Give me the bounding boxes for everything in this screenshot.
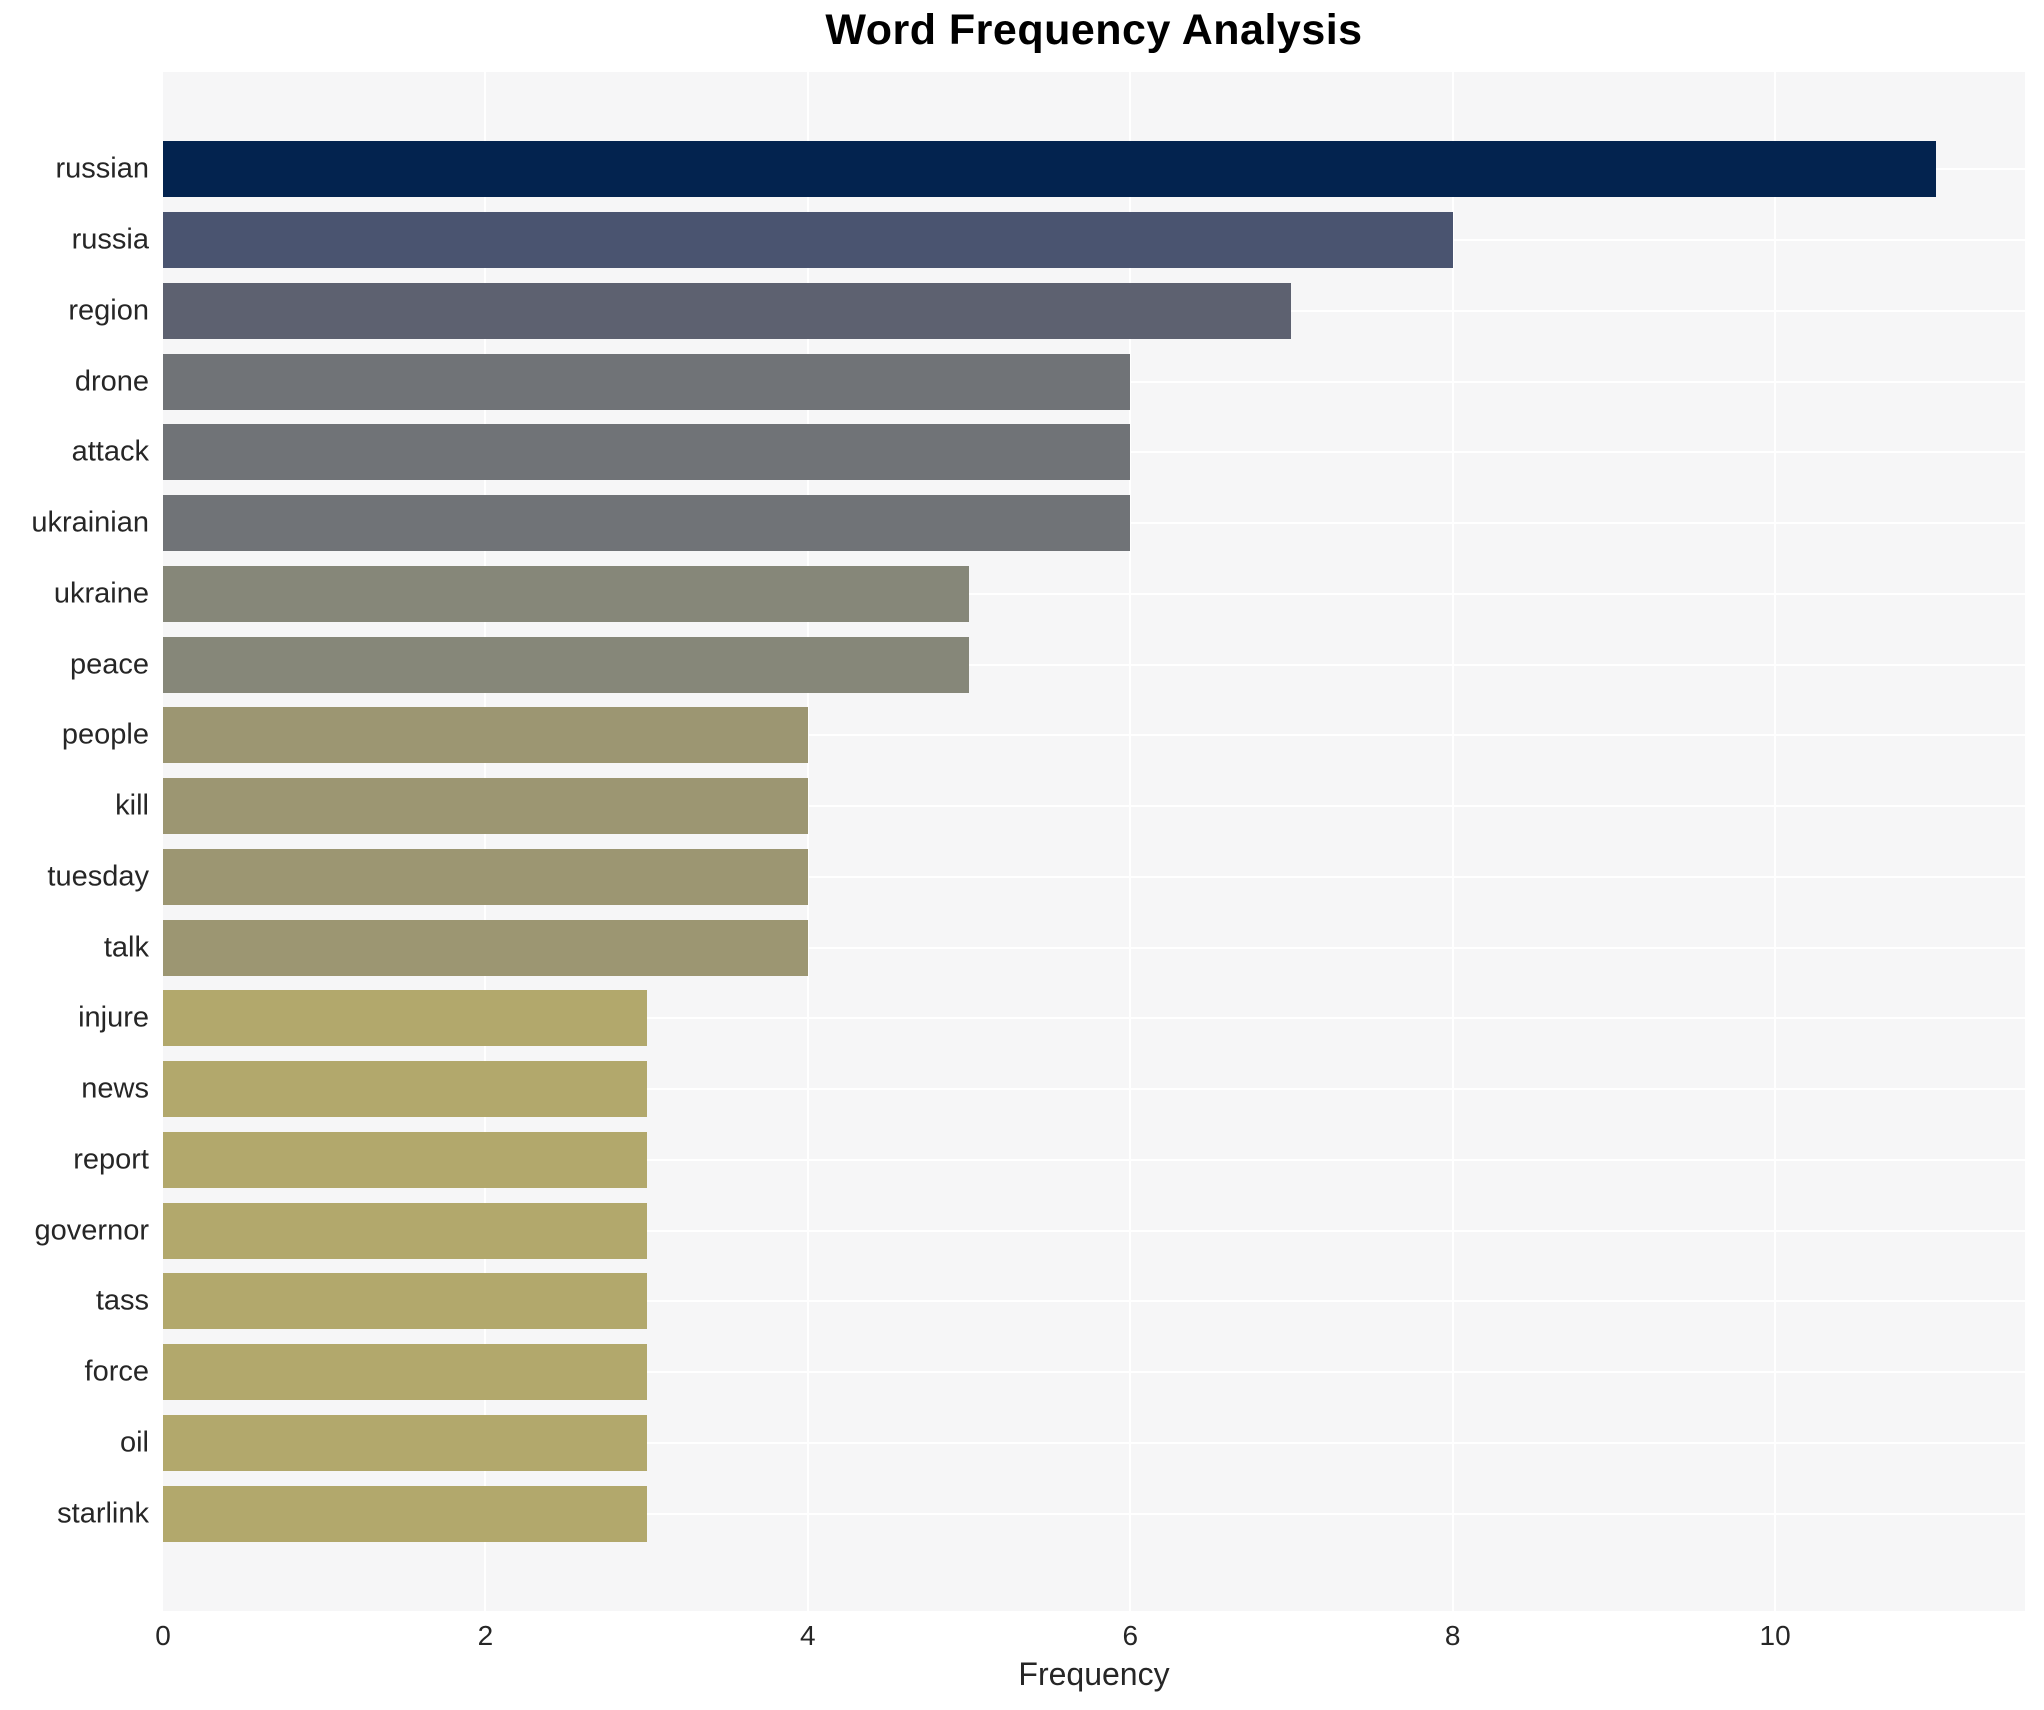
vertical-gridline [1129, 72, 1132, 1611]
y-tick-label: governor [34, 1214, 149, 1247]
bar-row: russia [72, 205, 2025, 276]
x-axis-label: Frequency [1018, 1656, 1170, 1692]
vertical-gridline [1774, 72, 1777, 1611]
x-tick-label: 2 [477, 1620, 494, 1651]
bar-starlink [163, 1485, 647, 1542]
bar-attack [163, 424, 1131, 481]
vertical-gridline [1451, 72, 1454, 1611]
horizontal-gridline [163, 1017, 2025, 1020]
y-tick-label: starlink [57, 1497, 149, 1530]
x-tick-label: 0 [155, 1620, 171, 1651]
y-tick-label: force [84, 1355, 149, 1388]
bar-force [163, 1344, 647, 1401]
x-tick-label: 10 [1759, 1620, 1791, 1651]
y-tick-label: ukraine [53, 577, 149, 610]
y-tick-label: russian [55, 152, 150, 185]
bar-russian [163, 141, 1937, 198]
bar-row: tass [96, 1266, 2025, 1337]
horizontal-gridline [163, 1371, 2025, 1374]
bar-tuesday [163, 848, 808, 905]
y-tick-label: talk [103, 931, 149, 964]
y-tick-label: peace [69, 648, 149, 681]
bar-row: news [81, 1054, 2025, 1125]
bar-ukrainian [163, 495, 1131, 552]
plot-area: russian russia region drone attack ukrainian u… [31, 72, 2025, 1611]
bar-row: region [68, 276, 2025, 347]
horizontal-gridline [163, 805, 2025, 808]
bar-row: ukraine [54, 559, 2025, 630]
y-tick-label: attack [71, 435, 149, 468]
bar-row: report [73, 1125, 2025, 1196]
bar-row: drone [75, 346, 2025, 417]
bar-oil [163, 1414, 647, 1471]
bar-row: kill [115, 771, 2025, 842]
bar-peace [163, 636, 970, 693]
y-tick-label: tuesday [47, 860, 149, 893]
bar-russia [163, 212, 1453, 269]
y-tick-label: people [61, 718, 149, 751]
x-axis-ticks: 0 2 4 6 8 10 [155, 1620, 2025, 1656]
bar-row: people [62, 700, 2025, 771]
bar-region [163, 282, 1292, 339]
bar-row: oil [120, 1408, 2025, 1479]
y-tick-label: ukrainian [31, 506, 149, 539]
vertical-gridline [806, 72, 809, 1611]
chart-title: Word Frequency Analysis [825, 6, 1363, 54]
y-tick-label: tass [95, 1284, 149, 1317]
bar-row: ukrainian [31, 488, 2025, 559]
horizontal-gridline [163, 734, 2025, 737]
bar-tass [163, 1273, 647, 1330]
bar-row: peace [70, 629, 2025, 700]
y-tick-label: report [73, 1143, 149, 1176]
bar-kill [163, 778, 808, 835]
y-tick-label: oil [119, 1426, 149, 1459]
bar-governor [163, 1202, 647, 1259]
y-tick-label: drone [74, 365, 149, 398]
bar-row: starlink [57, 1478, 2025, 1549]
bar-ukraine [163, 565, 970, 622]
bar-rows-container: russian russia region drone attack ukrainian u… [31, 134, 2025, 1549]
bar-injure [163, 990, 647, 1047]
y-tick-label: region [68, 294, 149, 327]
x-tick-label: 4 [800, 1620, 816, 1651]
bar-news [163, 1061, 647, 1118]
bar-talk [163, 919, 808, 976]
bar-report [163, 1131, 647, 1188]
horizontal-gridline [163, 1441, 2025, 1444]
horizontal-gridline [163, 592, 2025, 595]
bar-row: russian [56, 134, 2025, 205]
bar-drone [163, 353, 1131, 410]
horizontal-gridline [163, 875, 2025, 878]
horizontal-gridline [163, 1158, 2025, 1161]
bar-people [163, 707, 808, 764]
x-tick-label: 8 [1444, 1620, 1461, 1651]
horizontal-gridline [163, 1088, 2025, 1091]
bar-row: force [85, 1337, 2025, 1408]
horizontal-gridline [163, 946, 2025, 949]
bar-row: talk [104, 912, 2025, 983]
y-tick-label: kill [115, 789, 149, 822]
horizontal-gridline [163, 1300, 2025, 1303]
y-tick-label: injure [78, 1001, 149, 1034]
y-tick-label: news [81, 1072, 149, 1105]
horizontal-gridline [163, 1229, 2025, 1232]
bar-row: governor [35, 1195, 2025, 1266]
horizontal-gridline [163, 1512, 2025, 1515]
x-tick-label: 6 [1122, 1620, 1139, 1651]
bar-row: injure [78, 983, 2025, 1054]
horizontal-gridline [163, 663, 2025, 666]
vertical-gridline [484, 72, 487, 1611]
bar-row: attack [72, 417, 2025, 488]
y-tick-label: russia [71, 223, 149, 256]
bar-row: tuesday [47, 842, 2025, 913]
